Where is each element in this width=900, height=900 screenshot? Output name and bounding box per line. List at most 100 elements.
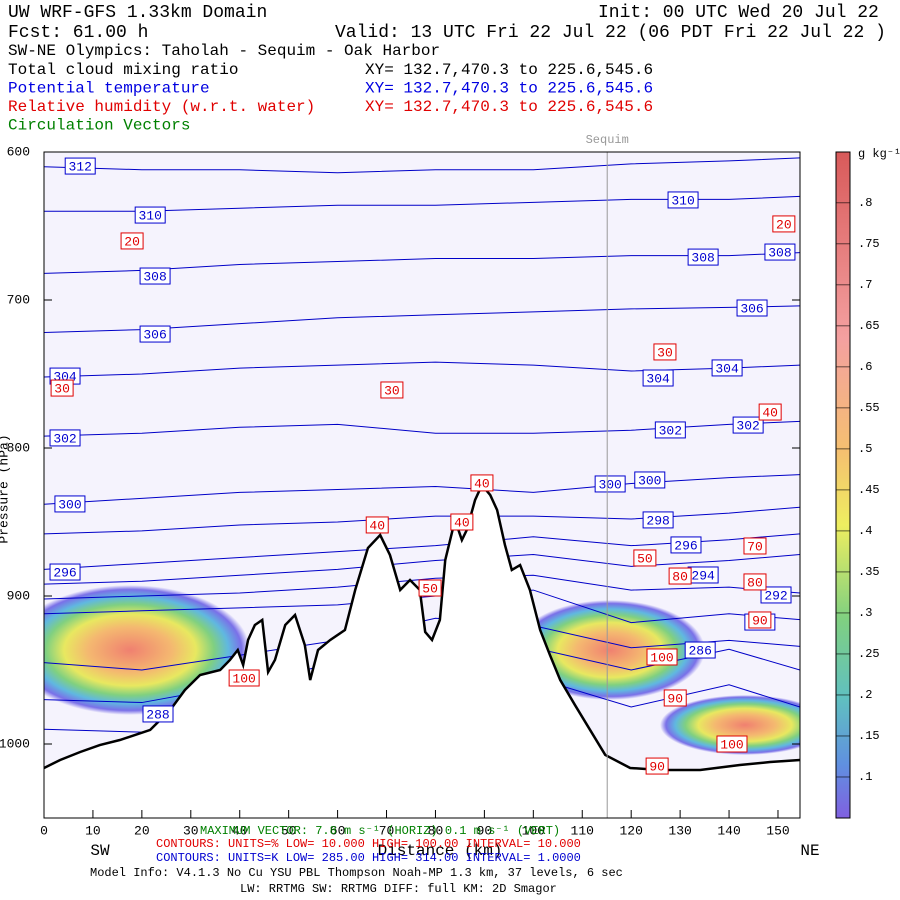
location-label: Sequim [586, 133, 629, 147]
theta-label: 300 [58, 497, 81, 512]
rh-label: 100 [650, 650, 673, 665]
init-time: Init: 00 UTC Wed 20 Jul 22 [598, 3, 879, 23]
colorbar-label: g kg⁻¹ [858, 147, 900, 161]
theta-label-box [54, 495, 86, 513]
isentrope [44, 474, 800, 505]
field-name: Relative humidity (w.r.t. water) [8, 98, 315, 116]
rh-label-box [470, 474, 494, 492]
theta-label: 298 [646, 513, 669, 528]
field-xy: XY= 132.7,470.3 to 225.6,545.6 [365, 98, 653, 116]
theta-label: 310 [138, 208, 161, 223]
colorbar-tick-label: .1 [858, 770, 872, 784]
theta-label-box [49, 563, 81, 581]
field-xy: XY= 132.7,470.3 to 225.6,545.6 [365, 61, 653, 79]
rh-label: 50 [637, 551, 653, 566]
rh-label-box [653, 343, 677, 361]
theta-label-box [139, 267, 171, 285]
model-info: Model Info: V4.1.3 No Cu YSU PBL Thompso… [90, 866, 623, 880]
theta-label: 308 [143, 269, 166, 284]
theta-label-box [139, 325, 171, 343]
colorbar-tick-label: .35 [858, 565, 880, 579]
theta-label-box [687, 248, 719, 266]
y-tick-label: 600 [7, 144, 30, 159]
rh-label: 70 [747, 539, 763, 554]
theta-label: 302 [53, 431, 76, 446]
rh-label-box [743, 573, 767, 591]
end-label: NE [800, 842, 819, 860]
valid-time: Valid: 13 UTC Fri 22 Jul 22 (06 PDT Fri … [335, 23, 886, 43]
rh-label-box [716, 735, 748, 753]
rh-label-box [365, 516, 389, 534]
cloud-area [660, 695, 800, 755]
theta-label: 302 [659, 423, 682, 438]
rh-label: 90 [649, 759, 665, 774]
field-name: Potential temperature [8, 80, 210, 98]
x-tick-label: 30 [183, 823, 199, 838]
theta-label: 296 [674, 538, 697, 553]
rh-label: 80 [672, 569, 688, 584]
rh-label: 20 [776, 217, 792, 232]
rh-label-box [748, 611, 772, 629]
theta-label: 302 [736, 418, 759, 433]
end-label: SW [90, 842, 110, 860]
rh-label-box [633, 549, 657, 567]
colorbar-tick-label: .15 [858, 729, 880, 743]
isentrope [44, 305, 800, 334]
theta-label: 300 [638, 473, 661, 488]
theta-label: 300 [598, 477, 621, 492]
x-tick-label: 10 [85, 823, 101, 838]
rh-label-box [645, 757, 669, 775]
title: UW WRF-GFS 1.33km Domain [8, 3, 267, 23]
theta-label-box [684, 641, 716, 659]
theta-label: 310 [671, 193, 694, 208]
rh-label: 20 [124, 234, 140, 249]
y-tick-label: 800 [7, 440, 30, 455]
rh-label-box [758, 403, 782, 421]
theta-label: 294 [691, 568, 715, 583]
y-tick-label: 1000 [0, 736, 30, 751]
x-tick-label: 90 [477, 823, 493, 838]
theta-label: 306 [740, 301, 763, 316]
rh-label: 30 [384, 383, 400, 398]
x-tick-label: 110 [571, 823, 594, 838]
x-tick-label: 0 [40, 823, 48, 838]
isentrope [44, 157, 800, 174]
rh-label: 100 [232, 671, 255, 686]
rh-label: 40 [369, 518, 385, 533]
colorbar-tick-label: .75 [858, 237, 880, 251]
rh-label: 40 [762, 405, 778, 420]
theta-label-box [732, 416, 764, 434]
y-tick-label: 900 [7, 588, 30, 603]
rh-label-box [450, 513, 474, 531]
rh-label: 100 [720, 737, 743, 752]
x-tick-label: 70 [379, 823, 395, 838]
colorbar-tick-label: .45 [858, 483, 880, 497]
theta-label-box [64, 157, 96, 175]
rh-label: 40 [454, 515, 470, 530]
subtitle: SW-NE Olympics: Taholah - Sequim - Oak H… [8, 42, 440, 60]
rh-label: 50 [422, 581, 438, 596]
theta-label-box [760, 586, 792, 604]
theta-label-box [594, 475, 626, 493]
isentrope [44, 420, 800, 437]
x-tick-label: 100 [522, 823, 545, 838]
theta-label-box [736, 299, 768, 317]
rh-label-box [668, 567, 692, 585]
rh-label-box [50, 379, 74, 397]
colorbar-tick-label: .7 [858, 278, 872, 292]
rh-label-box [663, 689, 687, 707]
theta-label-box [764, 243, 796, 261]
x-tick-label: 50 [281, 823, 297, 838]
theta-label: 304 [646, 371, 670, 386]
x-tick-label: 150 [766, 823, 789, 838]
theta-label: 286 [688, 643, 711, 658]
colorbar [835, 151, 851, 819]
theta-label-box [670, 536, 702, 554]
rh-label: 40 [474, 476, 490, 491]
field-xy: XY= 132.7,470.3 to 225.6,545.6 [365, 80, 653, 98]
x-tick-label: 140 [717, 823, 740, 838]
theta-label-box [711, 359, 743, 377]
vector-note: MAXIMUM VECTOR: 7.8 m s⁻¹ (HORIZ) 0.1 m … [200, 824, 560, 838]
